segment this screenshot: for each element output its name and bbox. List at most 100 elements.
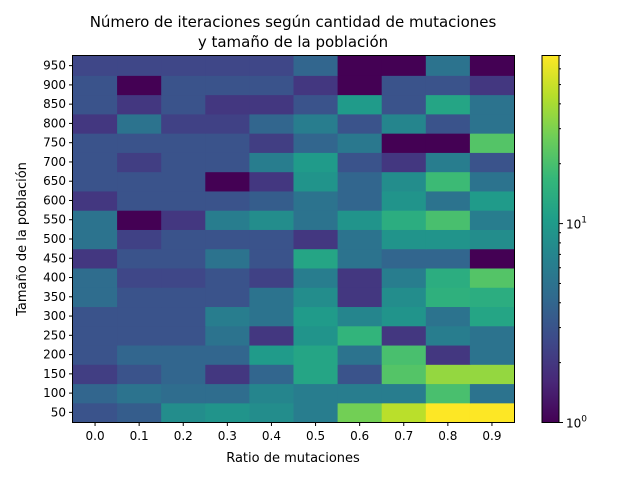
- y-tick-label: 900: [43, 78, 66, 92]
- heatmap-cell: [249, 267, 295, 288]
- heatmap-cell: [469, 344, 515, 365]
- colorbar-tick-label: 101: [566, 216, 587, 232]
- y-tick-label: 200: [43, 348, 66, 362]
- heatmap-cell: [293, 171, 339, 192]
- heatmap-cell: [381, 364, 427, 385]
- heatmap-cell: [117, 383, 162, 404]
- y-tick-label: 650: [43, 174, 66, 188]
- heatmap-cell: [337, 229, 383, 250]
- heatmap-cell: [117, 171, 162, 192]
- heatmap-cell: [161, 248, 206, 269]
- colorbar: [541, 55, 560, 423]
- heatmap-cell: [469, 152, 515, 173]
- heatmap-cell: [425, 94, 471, 115]
- y-tick-label: 600: [43, 193, 66, 207]
- heatmap-cell: [293, 94, 339, 115]
- x-axis-ticks: 0.0 0.1 0.2 0.3 0.4 0.5 0.6 0.7 0.8 0.9: [86, 422, 501, 443]
- heatmap-cell: [293, 325, 339, 346]
- heatmap-cell: [249, 306, 295, 327]
- y-tick-label: 550: [43, 213, 66, 227]
- heatmap-cell: [337, 190, 383, 211]
- heatmap-cell: [381, 383, 427, 404]
- heatmap-cell: [117, 248, 162, 269]
- x-tick-label: 0.2: [174, 429, 193, 443]
- heatmap-cell: [381, 75, 427, 96]
- heatmap-cell: [425, 383, 471, 404]
- heatmap-cell: [337, 113, 383, 134]
- heatmap-cell: [337, 133, 383, 153]
- heatmap-cell: [117, 306, 162, 327]
- heatmap-cell: [73, 190, 118, 211]
- y-tick-label: 350: [43, 290, 66, 304]
- heatmap-cell: [161, 133, 206, 153]
- heatmap-cell: [469, 306, 515, 327]
- heatmap-cell: [381, 56, 427, 76]
- heatmap-cell: [425, 113, 471, 134]
- y-tick-label: 750: [43, 136, 66, 150]
- heatmap-cell: [205, 402, 250, 423]
- heatmap-cell: [161, 344, 206, 365]
- heatmap-cell: [293, 248, 339, 269]
- heatmap-cell: [73, 94, 118, 115]
- heatmap-cell: [161, 325, 206, 346]
- y-axis-ticks: 50 100 150 200 250 300 350 400 450 500 550 600 650 70…: [43, 59, 73, 419]
- heatmap-cell: [205, 344, 250, 365]
- heatmap-cell: [73, 133, 118, 153]
- heatmap-cell: [469, 190, 515, 211]
- heatmap-cell: [161, 56, 206, 76]
- heatmap-cell: [205, 190, 250, 211]
- heatmap-cell: [249, 287, 295, 308]
- heatmap-cell: [337, 325, 383, 346]
- heatmap-cell: [381, 267, 427, 288]
- heatmap-cell: [293, 190, 339, 211]
- heatmap-cell: [249, 210, 295, 230]
- chart-title-line-1: Número de iteraciones según cantidad de …: [90, 13, 497, 31]
- heatmap-cell: [249, 344, 295, 365]
- heatmap-cell: [337, 267, 383, 288]
- heatmap-cell: [205, 364, 250, 385]
- heatmap-cell: [425, 229, 471, 250]
- heatmap-cell: [469, 133, 515, 153]
- heatmap-cell: [293, 383, 339, 404]
- heatmap-cell: [425, 344, 471, 365]
- heatmap-cell: [205, 229, 250, 250]
- heatmap-cell: [249, 383, 295, 404]
- heatmap-cell: [469, 56, 515, 76]
- heatmap-cell: [425, 210, 471, 230]
- heatmap-cell: [337, 248, 383, 269]
- heatmap-cell: [117, 344, 162, 365]
- heatmap-cell: [293, 210, 339, 230]
- heatmap-cell: [73, 325, 118, 346]
- heatmap-cell: [381, 402, 427, 423]
- x-tick-label: 0.5: [306, 429, 325, 443]
- heatmap-cell: [381, 248, 427, 269]
- heatmap-cell: [205, 56, 250, 76]
- heatmap-cell: [337, 402, 383, 423]
- x-tick-label: 0.0: [86, 429, 105, 443]
- y-tick-label: 300: [43, 309, 66, 323]
- heatmap-cell: [161, 229, 206, 250]
- heatmap-cell: [205, 171, 250, 192]
- y-tick-label: 100: [43, 386, 66, 400]
- heatmap-cell: [249, 364, 295, 385]
- heatmap-cell: [73, 287, 118, 308]
- heatmap-cell: [161, 306, 206, 327]
- heatmap-cell: [337, 287, 383, 308]
- heatmap-cell: [293, 152, 339, 173]
- x-tick-label: 0.7: [394, 429, 413, 443]
- x-tick-label: 0.8: [438, 429, 457, 443]
- y-tick-label: 950: [43, 59, 66, 73]
- heatmap-cell: [205, 325, 250, 346]
- heatmap-cell: [117, 94, 162, 115]
- heatmap-cell: [73, 171, 118, 192]
- heatmap-cell: [293, 306, 339, 327]
- heatmap-cell: [425, 152, 471, 173]
- heatmap-cell: [117, 229, 162, 250]
- heatmap-cell: [249, 171, 295, 192]
- heatmap-cell: [249, 113, 295, 134]
- heatmap-cell: [161, 364, 206, 385]
- heatmap-cell: [425, 364, 471, 385]
- x-tick-label: 0.4: [262, 429, 281, 443]
- heatmap-cell: [161, 402, 206, 423]
